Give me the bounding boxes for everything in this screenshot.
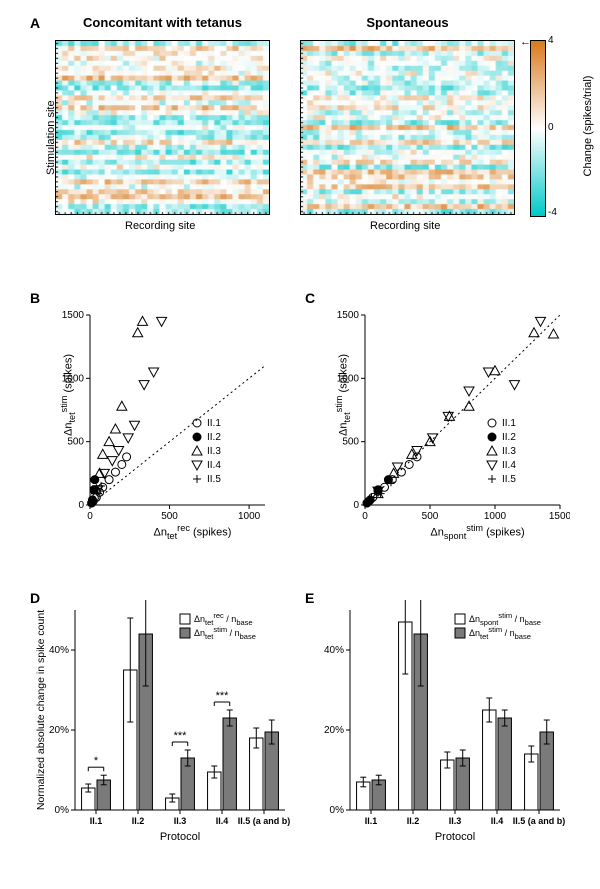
svg-text:II.4: II.4 [491, 816, 504, 826]
svg-text:40%: 40% [324, 645, 344, 656]
svg-text:II.3: II.3 [449, 816, 462, 826]
colorbar-tick-mid: 0 [548, 122, 554, 133]
svg-text:0: 0 [78, 500, 84, 511]
bar-d: 0% 20% 40% * II.1 II.2 *** II.3 *** II.4 II.5 (a a… [30, 600, 300, 875]
colorbar [530, 40, 546, 217]
svg-text:1000: 1000 [484, 511, 507, 522]
colorbar-label: Change (spikes/trial) [582, 66, 594, 186]
svg-text:500: 500 [422, 511, 439, 522]
arrow-icon: ← [520, 36, 531, 48]
svg-text:20%: 20% [49, 725, 69, 736]
svg-text:1500: 1500 [337, 310, 360, 321]
svg-text:Protocol: Protocol [435, 831, 475, 843]
svg-text:II.3: II.3 [207, 446, 221, 457]
panel-label-c: C [305, 290, 315, 306]
scatter-b: 05001000050010001500II.1II.2II.3II.4II.5… [55, 310, 270, 550]
svg-text:1500: 1500 [62, 310, 85, 321]
svg-text:II.2: II.2 [502, 432, 516, 443]
svg-text:II.3: II.3 [174, 816, 187, 826]
svg-text:500: 500 [161, 511, 178, 522]
panel-label-a: A [30, 15, 40, 31]
svg-text:II.4: II.4 [207, 460, 221, 471]
svg-text:II.1: II.1 [502, 418, 516, 429]
scatter-c: 050010001500050010001500II.1II.2II.3II.4… [330, 310, 570, 550]
heatmap-left [55, 40, 270, 215]
svg-text:II.5 (a and b): II.5 (a and b) [238, 816, 291, 826]
panel-a-right-xlabel: Recording site [370, 220, 440, 232]
svg-text:II.1: II.1 [365, 816, 378, 826]
svg-text:II.2: II.2 [407, 816, 420, 826]
svg-text:Protocol: Protocol [160, 831, 200, 843]
svg-text:II.4: II.4 [216, 816, 229, 826]
svg-text:0%: 0% [330, 805, 345, 816]
colorbar-tick-bot: -4 [548, 207, 557, 218]
svg-text:1000: 1000 [238, 511, 261, 522]
svg-text:II.4: II.4 [502, 460, 516, 471]
svg-text:0: 0 [87, 511, 93, 522]
svg-text:40%: 40% [49, 645, 69, 656]
svg-text:II.3: II.3 [502, 446, 516, 457]
svg-text:II.5: II.5 [207, 474, 221, 485]
svg-text:Normalized absolute change in: Normalized absolute change in spike coun… [35, 610, 47, 810]
svg-text:II.2: II.2 [207, 432, 221, 443]
svg-text:20%: 20% [324, 725, 344, 736]
svg-text:II.2: II.2 [132, 816, 145, 826]
heatmap-right [300, 40, 515, 215]
svg-text:***: *** [174, 730, 188, 742]
svg-text:0: 0 [353, 500, 359, 511]
svg-text:II.1: II.1 [90, 816, 103, 826]
panel-a-right-title: Spontaneous [300, 15, 515, 30]
panel-a-left-title: Concomitant with tetanus [55, 15, 270, 30]
bar-e: 0% 20% 40% II.1 II.2 II.3 II.4 II.5 (a and b) Pr… [305, 600, 575, 875]
panel-label-b: B [30, 290, 40, 306]
colorbar-tick-top: 4 [548, 35, 554, 46]
svg-text:II.5 (a and b): II.5 (a and b) [513, 816, 566, 826]
svg-text:***: *** [216, 690, 230, 702]
svg-text:II.5: II.5 [502, 474, 516, 485]
panel-a-ylabel: Stimulation site [45, 100, 57, 175]
svg-text:II.1: II.1 [207, 418, 221, 429]
panel-a-left-xlabel: Recording site [125, 220, 195, 232]
svg-text:0%: 0% [55, 805, 70, 816]
svg-text:1500: 1500 [549, 511, 570, 522]
svg-text:*: * [94, 755, 99, 767]
figure-root: { "layout": { "width": 600, "height": 88… [0, 0, 600, 889]
svg-text:0: 0 [362, 511, 368, 522]
